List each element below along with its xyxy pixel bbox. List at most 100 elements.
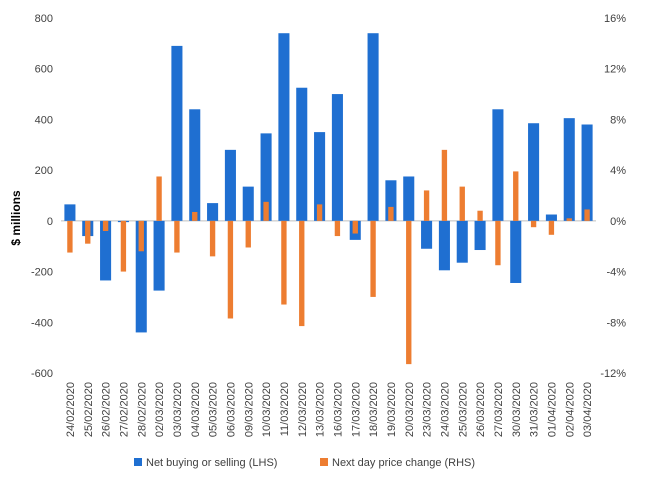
x-tick-label: 31/03/2020 [529, 382, 541, 437]
right-tick-label: -4% [606, 267, 626, 279]
bar-price-change [316, 204, 323, 221]
right-tick-label: 8% [610, 114, 626, 126]
bar-price-change [192, 211, 198, 221]
x-tick-label: 24/03/2020 [439, 382, 451, 437]
bar-price-change [263, 201, 269, 221]
legend-swatch-rhs [320, 458, 328, 466]
bar-net-buying [421, 220, 433, 249]
bar-price-change [495, 220, 501, 266]
x-tick-label: 11/03/2020 [279, 382, 291, 436]
bar-net-buying [171, 45, 183, 221]
bar-price-change [513, 171, 519, 221]
bar-net-buying [100, 220, 112, 281]
right-tick-label: 16% [604, 13, 626, 25]
bar-net-buying [510, 220, 522, 283]
bar-net-buying [189, 109, 201, 221]
x-tick-label: 09/03/2020 [243, 382, 255, 437]
bar-price-change [120, 220, 127, 272]
bar-price-change [67, 220, 73, 253]
bar-net-buying [260, 133, 272, 221]
bar-price-change [584, 209, 590, 221]
bar-net-buying [492, 109, 504, 221]
x-tick-label: 16/03/2020 [332, 382, 344, 437]
x-tick-label: 04/03/2020 [190, 382, 202, 437]
legend-swatch-lhs [134, 458, 142, 466]
x-tick-label: 02/04/2020 [564, 382, 576, 437]
bar-net-buying [153, 220, 165, 291]
left-tick-label: 0 [47, 216, 53, 228]
right-axis-ticks: 16% 12% 8% 4% 0% -4% -8% -12% [600, 13, 626, 380]
bar-net-buying [474, 220, 486, 251]
x-tick-label: 27/02/2020 [118, 382, 130, 437]
bar-net-buying [563, 118, 575, 221]
left-tick-label: -400 [31, 317, 53, 329]
legend-label-lhs: Net buying or selling (LHS) [146, 457, 277, 469]
left-tick-label: 400 [35, 114, 53, 126]
bar-price-change [156, 176, 162, 221]
bar-net-buying [64, 204, 76, 221]
y-axis-label: $ millions [9, 190, 23, 246]
bar-price-change [209, 220, 216, 257]
x-tick-label: 06/03/2020 [225, 382, 237, 437]
bar-price-change [441, 149, 448, 221]
x-tick-label: 26/02/2020 [101, 382, 113, 437]
bar-net-buying [242, 186, 254, 221]
x-tick-label: 10/03/2020 [261, 382, 273, 437]
x-tick-label: 03/03/2020 [172, 382, 184, 437]
left-tick-label: 800 [35, 13, 53, 25]
bar-net-buying [278, 33, 290, 221]
x-tick-label: 30/03/2020 [511, 382, 523, 437]
x-tick-labels: 24/02/2020 25/02/2020 26/02/2020 27/02/2020… [65, 382, 594, 437]
bar-net-buying [528, 123, 540, 221]
x-tick-label: 17/03/2020 [350, 382, 362, 437]
bar-net-buying [314, 132, 326, 221]
bar-net-buying [331, 94, 343, 221]
bar-net-buying [296, 87, 308, 221]
x-tick-label: 26/03/2020 [475, 382, 487, 437]
left-axis-ticks: 800 600 400 200 0 -200 -400 -600 [31, 13, 53, 380]
right-tick-label: 12% [604, 64, 626, 76]
bar-net-buying [207, 203, 219, 221]
bar-price-change [174, 220, 180, 253]
x-tick-label: 13/03/2020 [315, 382, 327, 437]
bars-layer [64, 33, 593, 365]
bar-price-change [299, 220, 305, 327]
x-tick-label: 12/03/2020 [297, 382, 309, 437]
right-tick-label: 4% [610, 165, 626, 177]
x-tick-label: 19/03/2020 [386, 382, 398, 437]
left-tick-label: 200 [35, 165, 53, 177]
legend: Net buying or selling (LHS) Next day pric… [134, 457, 475, 469]
x-tick-label: 03/04/2020 [582, 382, 594, 437]
left-tick-label: -600 [31, 368, 53, 380]
bar-net-buying [224, 149, 236, 221]
bar-price-change [281, 220, 287, 305]
bar-price-change [530, 220, 537, 228]
bar-price-change [459, 186, 465, 221]
bar-price-change [352, 220, 358, 234]
x-tick-label: 18/03/2020 [368, 382, 380, 437]
bar-price-change [548, 220, 555, 235]
bar-net-buying [438, 220, 450, 271]
legend-label-rhs: Next day price change (RHS) [332, 457, 475, 469]
x-tick-label: 25/02/2020 [83, 382, 95, 437]
bar-price-change [85, 220, 91, 244]
bar-price-change [334, 220, 341, 237]
x-tick-label: 05/03/2020 [208, 382, 220, 437]
bar-price-change [388, 206, 394, 221]
right-tick-label: -12% [600, 368, 626, 380]
bar-price-change [477, 210, 483, 221]
bar-price-change [245, 220, 251, 248]
bar-net-buying [135, 220, 147, 333]
bar-price-change [138, 220, 144, 252]
bar-net-buying [456, 220, 468, 263]
left-tick-label: -200 [31, 267, 53, 279]
right-tick-label: 0% [610, 216, 626, 228]
bar-net-buying [403, 176, 415, 221]
bar-price-change [423, 190, 430, 221]
x-tick-label: 20/03/2020 [404, 382, 416, 437]
bar-price-change [227, 220, 234, 319]
bar-net-buying [581, 124, 593, 221]
bar-price-change [566, 218, 572, 221]
